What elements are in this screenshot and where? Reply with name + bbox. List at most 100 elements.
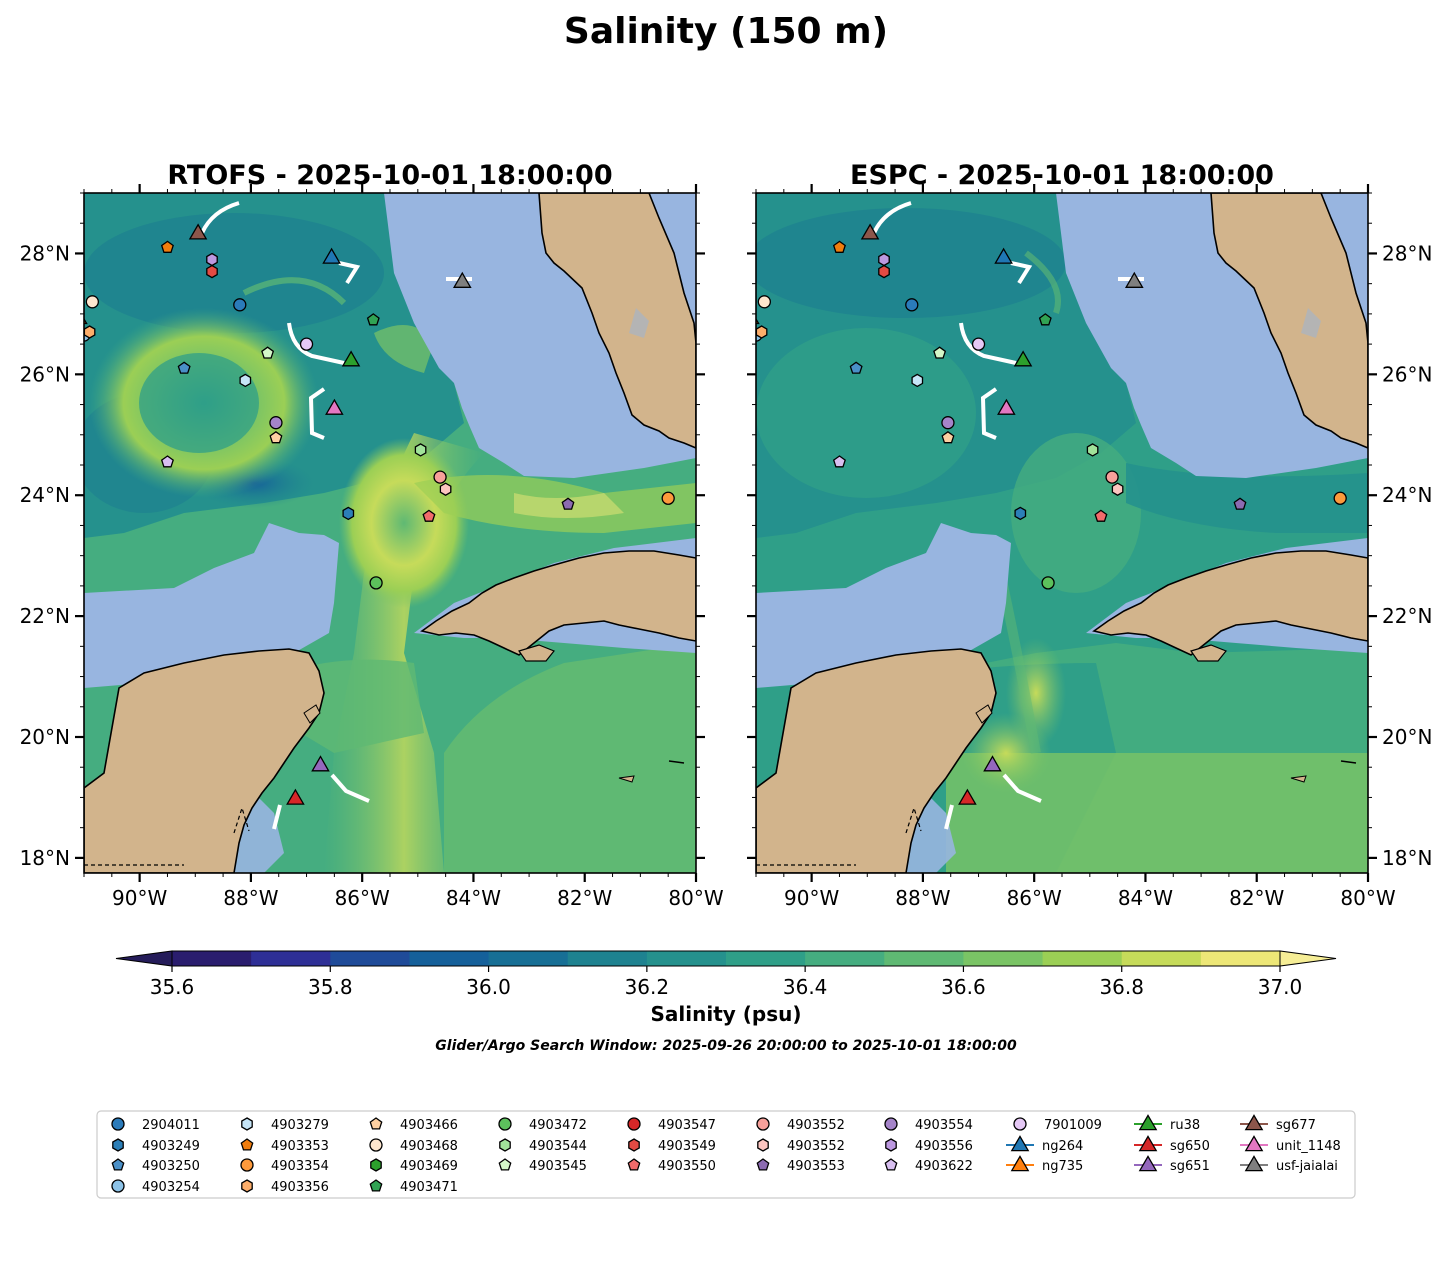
legend-marker-4903622	[884, 1158, 898, 1171]
observation-markers-espc	[756, 223, 1347, 805]
legend-marker-4903353	[240, 1138, 254, 1151]
legend-label: 4903469	[400, 1159, 458, 1174]
obs-marker-4903547	[67, 314, 79, 326]
lat-tick-label: 28°N	[20, 241, 70, 265]
obs-marker-4903556	[878, 252, 890, 267]
obs-marker-4903545	[933, 346, 947, 359]
map-panel-espc: 90°W 88°W 86°W 84°W 82°W 80°W 28°N 26°N 24°N 22°N…	[747, 184, 1432, 910]
obs-marker-4903468	[85, 295, 99, 309]
legend-marker-4903466	[369, 1117, 383, 1130]
map-panel-rtofs: 90°W 88°W 86°W 84°W 82°W 80°W 28°N 26°N 24°N 22°N…	[20, 184, 724, 910]
obs-marker-4903279	[911, 373, 924, 388]
legend-label: 4903545	[529, 1159, 587, 1174]
legend-label: 4903472	[529, 1118, 587, 1133]
obs-marker-4903554	[269, 416, 283, 430]
legend-label: 4903254	[142, 1180, 200, 1195]
legend-label: 4903354	[271, 1159, 329, 1174]
colorbar-swatch	[251, 951, 331, 966]
obs-marker-sg651	[311, 755, 330, 772]
colorbar-swatch	[1121, 951, 1202, 966]
obs-marker-ru38	[1013, 350, 1033, 367]
lat-tick-label: 22°N	[20, 604, 70, 628]
lat-tick-label: 18°N	[20, 846, 70, 870]
colorbar-tick-label: 36.4	[783, 975, 828, 999]
colorbar-tick-label: 37.0	[1258, 975, 1303, 999]
obs-marker-4903353	[160, 240, 174, 253]
legend-label: 4903544	[529, 1139, 587, 1154]
legend-label: 4903549	[658, 1139, 716, 1154]
lon-tick-label: 80°W	[1340, 886, 1395, 910]
legend-marker-4903553	[756, 1158, 770, 1171]
panel-title-espc: ESPC - 2025-10-01 18:00:00	[850, 160, 1274, 191]
legend-label: ru38	[1170, 1118, 1200, 1133]
legend-label: 4903550	[658, 1159, 716, 1174]
legend-label: ng735	[1042, 1159, 1083, 1174]
colorbar: 35.6 35.8 36.0 36.2 36.4 36.6 36.8 37.0	[115, 950, 1337, 999]
legend-marker-sg650	[1138, 1135, 1158, 1152]
obs-marker-4903622	[160, 455, 174, 468]
obs-marker-4903550	[422, 509, 436, 522]
legend-marker-4903354	[240, 1158, 254, 1172]
lat-tick-label: 20°N	[1382, 725, 1432, 749]
colorbar-swatch	[330, 951, 410, 966]
legend-marker-ru38	[1138, 1114, 1158, 1131]
legend-label: sg650	[1170, 1139, 1210, 1154]
legend-marker-4903254	[111, 1179, 125, 1193]
lat-tick-label: 26°N	[20, 362, 70, 386]
colorbar-swatch	[172, 951, 252, 966]
legend-label: sg677	[1276, 1118, 1316, 1133]
legend-label: 7901009	[1044, 1118, 1102, 1133]
colorbar-tick-label: 35.6	[150, 975, 195, 999]
legend-marker-4903552	[756, 1117, 770, 1131]
obs-marker-4903250	[177, 361, 191, 374]
obs-marker-4903549	[206, 264, 218, 279]
legend: 2904011 4903249 4903250 4903254 4903279 49033…	[96, 1110, 1356, 1199]
obs-marker-4903550	[1094, 509, 1108, 522]
obs-marker-unit_1148	[325, 398, 344, 415]
obs-marker-sg677	[860, 223, 880, 240]
colorbar-tick-label: 36.6	[941, 975, 986, 999]
lon-tick-label: 88°W	[223, 886, 278, 910]
legend-marker-sg651	[1138, 1155, 1158, 1172]
legend-marker-ng735	[1010, 1155, 1030, 1172]
obs-marker-4903249	[1014, 506, 1027, 521]
colorbar-swatch	[805, 951, 885, 966]
colorbar-tick-label: 35.8	[308, 975, 353, 999]
lat-tick-label: 26°N	[1382, 362, 1432, 386]
lon-tick-label: 86°W	[335, 886, 390, 910]
colorbar-swatch	[726, 951, 806, 966]
legend-marker-ng264	[1010, 1135, 1030, 1152]
observation-markers-rtofs	[67, 223, 675, 805]
obs-marker-usf-jaialai	[1124, 271, 1144, 288]
legend-label: 4903250	[142, 1159, 200, 1174]
colorbar-swatch	[1042, 951, 1123, 966]
obs-marker-4903552	[1105, 470, 1119, 484]
obs-marker-4903544	[1086, 443, 1099, 457]
obs-marker-4903622	[832, 455, 846, 468]
legend-label: 4903468	[400, 1139, 458, 1154]
obs-marker-ru38	[341, 350, 361, 367]
obs-marker-4903553	[1233, 497, 1247, 510]
obs-marker-4903354	[661, 491, 675, 505]
legend-label: 2904011	[142, 1118, 200, 1133]
obs-marker-4903545	[261, 346, 275, 359]
lon-tick-label: 82°W	[1229, 886, 1284, 910]
obs-marker-4903553	[561, 497, 575, 510]
lon-tick-label: 88°W	[895, 886, 950, 910]
lat-tick-label: 22°N	[1382, 604, 1432, 628]
lon-tick-label: 84°W	[446, 886, 501, 910]
legend-marker-4903472	[498, 1117, 512, 1131]
obs-marker-4903471	[366, 313, 380, 326]
lon-tick-label: 84°W	[1118, 886, 1173, 910]
legend-marker-4903547	[627, 1117, 641, 1131]
search-window-text: Glider/Argo Search Window: 2025-09-26 20…	[435, 1038, 1017, 1054]
colorbar-tick-label: 36.8	[1099, 975, 1144, 999]
salinity-field-espc	[756, 193, 1368, 873]
legend-label: 4903466	[400, 1118, 458, 1133]
lat-tick-label: 20°N	[20, 725, 70, 749]
legend-label: 4903356	[271, 1180, 329, 1195]
obs-marker-sg677	[188, 223, 208, 240]
obs-marker-4903469	[84, 319, 85, 327]
legend-label: 4903353	[271, 1139, 329, 1154]
